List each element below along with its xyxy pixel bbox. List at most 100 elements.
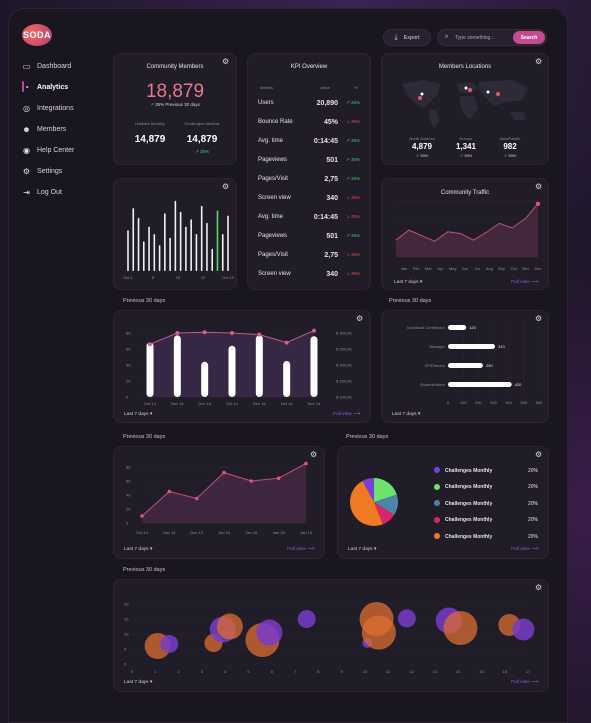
traffic-full-view[interactable]: Full view ⟶ xyxy=(511,280,538,285)
kpi-pct: ↘ 35% xyxy=(346,195,360,201)
combo-bar[interactable] xyxy=(146,342,154,397)
map-marker[interactable] xyxy=(420,92,424,96)
pie-slice[interactable] xyxy=(362,478,375,502)
map-marker[interactable] xyxy=(468,88,472,92)
soda-logo[interactable]: SODA xyxy=(22,24,52,46)
combo-bar[interactable] xyxy=(201,361,209,397)
daily-bar[interactable] xyxy=(132,208,135,271)
combo-full-view[interactable]: Full view ⟶ xyxy=(333,412,360,417)
bubble-point[interactable] xyxy=(297,610,316,628)
daily-bar[interactable] xyxy=(227,215,229,272)
daily-bar[interactable] xyxy=(148,226,150,271)
pie-full-view[interactable]: Full view ⟶ xyxy=(511,547,538,552)
combo-point[interactable] xyxy=(175,331,180,335)
combo-bar[interactable] xyxy=(283,361,291,397)
area-point[interactable] xyxy=(167,489,172,494)
hbar-bar[interactable] xyxy=(448,363,483,368)
daily-bar[interactable] xyxy=(153,234,156,271)
area-point[interactable] xyxy=(194,496,199,501)
daily-bar[interactable] xyxy=(179,211,182,271)
bubble-point[interactable] xyxy=(397,609,416,628)
combo-point[interactable] xyxy=(230,331,234,335)
gear-icon[interactable]: ⚙ xyxy=(310,450,318,459)
hbar-bar[interactable] xyxy=(448,325,467,330)
gear-icon[interactable]: ⚙ xyxy=(535,450,543,459)
gear-icon[interactable]: ⚙ xyxy=(535,314,543,323)
daily-bar[interactable] xyxy=(185,226,187,271)
bubble-point[interactable] xyxy=(160,634,179,653)
sidebar-item-analytics[interactable]: ◔ Analytics xyxy=(22,80,112,94)
map-marker[interactable] xyxy=(486,90,490,94)
combo-point[interactable] xyxy=(257,332,262,337)
combo-bar[interactable] xyxy=(173,335,181,397)
sidebar-item-dashboard[interactable]: ▭ Dashboard xyxy=(22,59,112,73)
bubble-point[interactable] xyxy=(216,613,243,640)
area-point[interactable] xyxy=(140,514,144,518)
bubble-point[interactable] xyxy=(256,619,283,646)
area-point[interactable] xyxy=(276,476,281,480)
combo-bar[interactable] xyxy=(255,335,263,397)
pie-slice[interactable] xyxy=(374,502,395,525)
area-point[interactable] xyxy=(304,461,308,466)
bubble-point[interactable] xyxy=(361,615,396,650)
sidebar-item-members[interactable]: ☻ Members xyxy=(22,122,112,136)
combo-period-select[interactable]: Last 7 days ▾ xyxy=(124,412,153,417)
sidebar-item-label: Analytics xyxy=(37,83,69,91)
daily-bar[interactable] xyxy=(164,213,166,271)
bubble-point[interactable] xyxy=(443,611,478,645)
daily-bar[interactable] xyxy=(158,245,161,271)
daily-bar[interactable] xyxy=(137,217,140,271)
area-full-view[interactable]: Full view ⟶ xyxy=(287,547,314,552)
bubble-point[interactable] xyxy=(512,618,535,641)
map-marker[interactable] xyxy=(464,86,468,90)
daily-bar[interactable] xyxy=(195,234,198,271)
gear-icon[interactable]: ⚙ xyxy=(535,57,543,66)
area-point[interactable] xyxy=(222,470,226,475)
daily-bar[interactable] xyxy=(169,237,171,271)
daily-bar[interactable] xyxy=(174,200,177,271)
daily-bar[interactable] xyxy=(211,248,214,271)
sidebar-item-help-center[interactable]: ◉ Help Center xyxy=(22,143,112,157)
hbar-period-select[interactable]: Last 7 days ▾ xyxy=(392,412,421,417)
combo-point[interactable] xyxy=(284,340,289,345)
gear-icon[interactable]: ⚙ xyxy=(535,583,543,592)
map-marker[interactable] xyxy=(496,92,500,96)
pie-slice[interactable] xyxy=(374,478,397,502)
hbar-bar[interactable] xyxy=(448,382,512,387)
pie-period-select[interactable]: Last 7 days ▾ xyxy=(348,547,377,552)
combo-point[interactable] xyxy=(148,342,152,347)
gear-icon[interactable]: ⚙ xyxy=(356,314,364,323)
bubble-full-view[interactable]: Full view ⟶ xyxy=(511,680,538,685)
pie-slice[interactable] xyxy=(374,494,398,515)
hbar-bar[interactable] xyxy=(448,344,496,349)
combo-bar[interactable] xyxy=(310,336,318,397)
search-input[interactable]: Type something... xyxy=(455,35,495,41)
export-button[interactable]: ⤓ Export xyxy=(383,29,431,46)
sidebar-item-log-out[interactable]: ⇥ Log Out xyxy=(22,185,112,199)
combo-bar[interactable] xyxy=(228,345,236,397)
daily-bar[interactable] xyxy=(127,230,129,271)
daily-bar[interactable] xyxy=(142,241,145,271)
search-button[interactable]: Search xyxy=(513,31,545,44)
combo-point[interactable] xyxy=(202,330,207,335)
traffic-point[interactable] xyxy=(535,201,541,206)
arrow-up-icon: ↗ xyxy=(415,153,421,158)
sidebar-item-integrations[interactable]: ◎ Integrations xyxy=(22,101,112,115)
daily-bar[interactable] xyxy=(190,219,192,271)
traffic-period-select[interactable]: Last 7 days ▾ xyxy=(394,280,423,285)
bubble-period-select[interactable]: Last 7 days ▾ xyxy=(124,680,153,685)
daily-bar[interactable] xyxy=(200,205,203,271)
area-period-select[interactable]: Last 7 days ▾ xyxy=(124,547,153,552)
combo-point[interactable] xyxy=(312,328,316,333)
sidebar-item-label: Settings xyxy=(37,167,63,175)
area-point[interactable] xyxy=(249,479,254,483)
gear-icon[interactable]: ⚙ xyxy=(222,182,230,191)
gear-icon[interactable]: ⚙ xyxy=(535,182,543,191)
gear-icon[interactable]: ⚙ xyxy=(222,57,230,66)
daily-bar[interactable] xyxy=(216,210,219,271)
daily-bar[interactable] xyxy=(221,234,224,271)
sidebar-item-settings[interactable]: ⚙ Settings xyxy=(22,164,112,178)
daily-bar[interactable] xyxy=(206,222,208,271)
pie-slice[interactable] xyxy=(349,480,383,526)
map-marker[interactable] xyxy=(418,96,422,100)
